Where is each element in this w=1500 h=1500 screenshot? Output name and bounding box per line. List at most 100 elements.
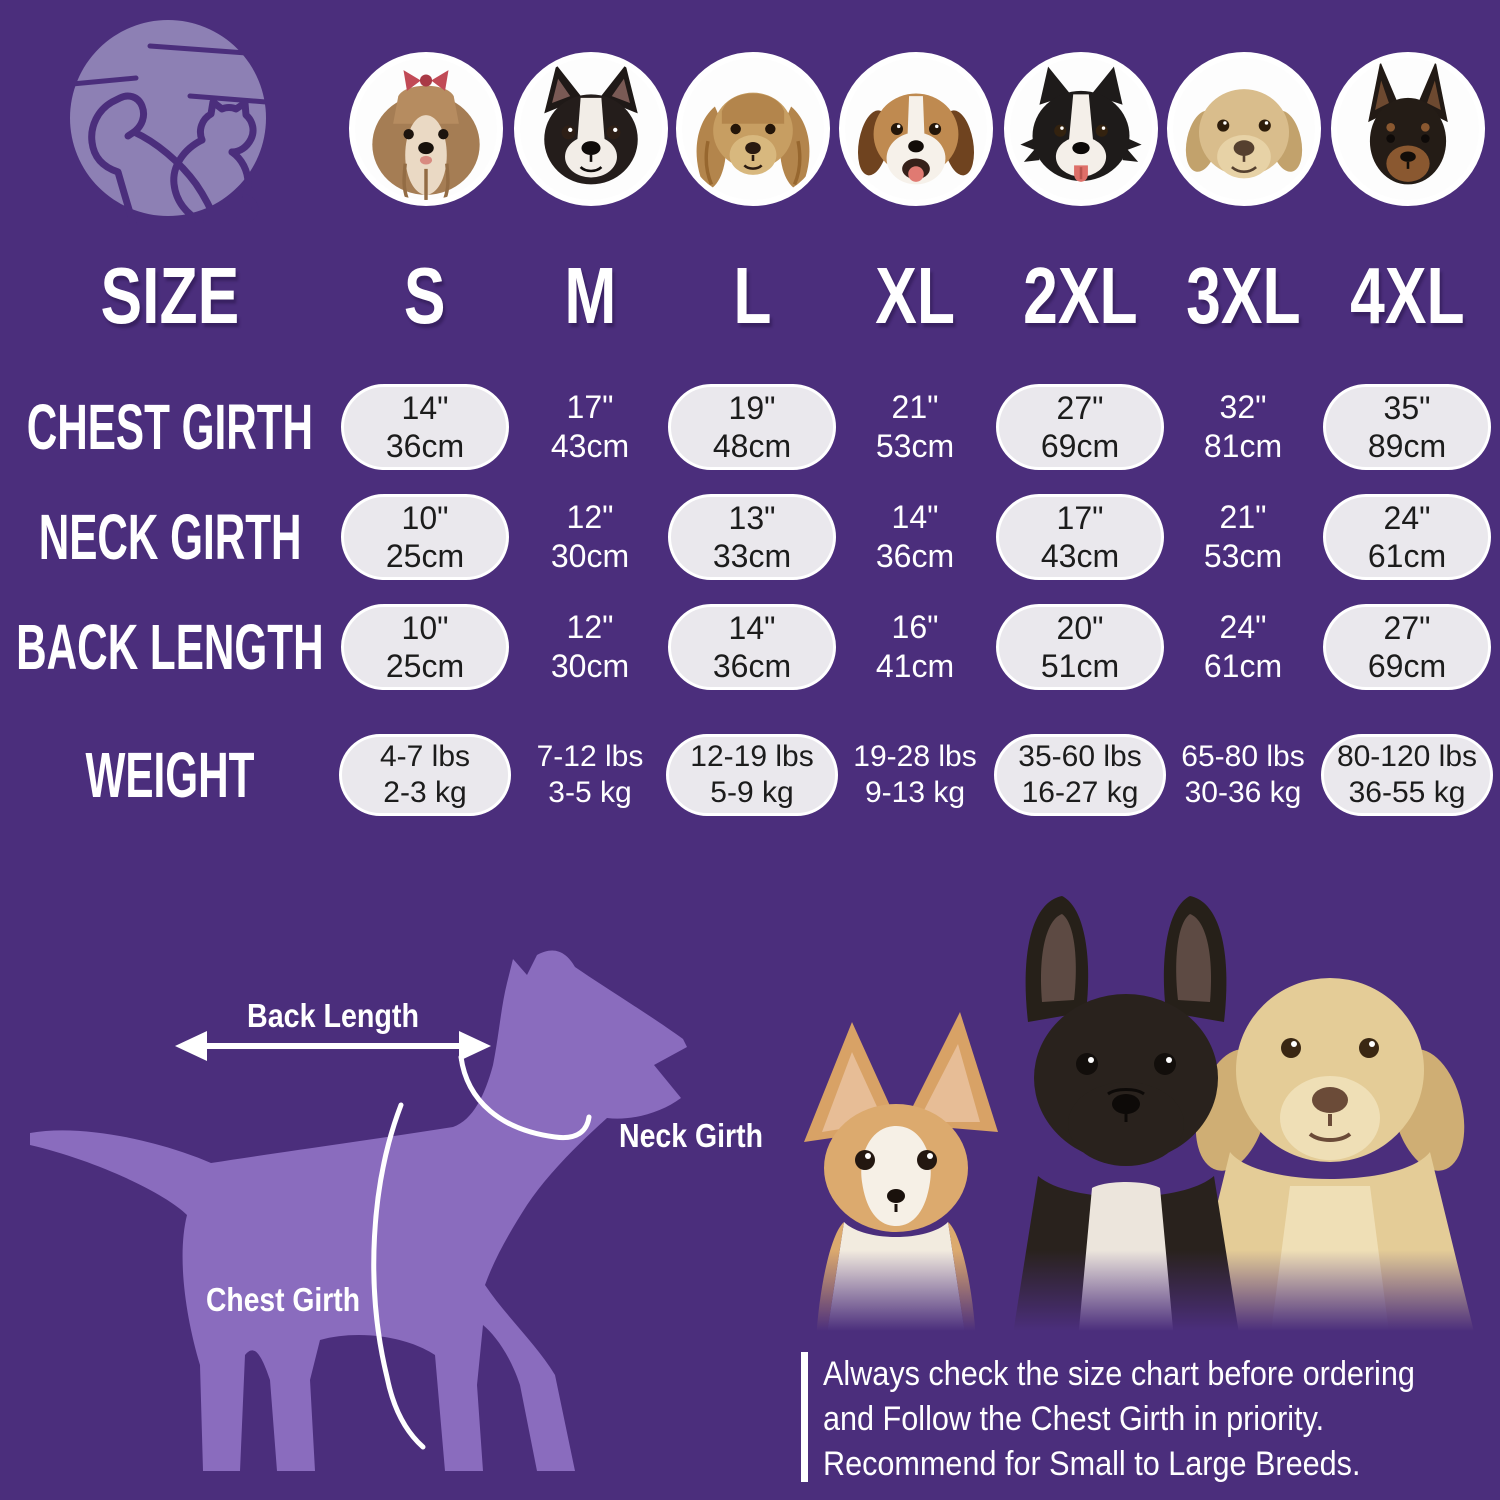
value-pill: 24" 61cm (1323, 494, 1491, 580)
cell-chest-2xl: 27" 69cm (980, 381, 1180, 473)
cell-weight-2xl: 35-60 lbs 16-27 kg (980, 729, 1180, 821)
value-inches: 14" (728, 610, 776, 646)
value-pill: 4-7 lbs 2-3 kg (339, 734, 511, 816)
value-cm: 33cm (712, 538, 792, 574)
value-pill: 19" 48cm (668, 384, 836, 470)
size-xl-label: XL (875, 251, 955, 340)
value-lbs: 4-7 lbs (379, 740, 471, 773)
diagram-chest-girth-label: Chest Girth (206, 1281, 360, 1318)
size-header-3xl: 3XL (1143, 248, 1343, 344)
size-header-xl: XL (815, 248, 1015, 344)
cell-back-l: 14" 36cm (652, 601, 852, 693)
cell-weight-m: 7-12 lbs 3-5 kg (490, 729, 690, 821)
chest-girth-line (371, 1102, 426, 1450)
labrador-icon (1185, 89, 1303, 179)
value-inches: 13" (728, 500, 776, 536)
value-kg: 16-27 kg (1021, 776, 1139, 809)
value-plain: 21" 53cm (876, 388, 954, 466)
brand-logo (62, 14, 274, 230)
row-label-back-length: BACK LENGTH (12, 601, 328, 693)
value-cm: 25cm (385, 538, 465, 574)
size-header-2xl: 2XL (980, 248, 1180, 344)
size-s-label: S (404, 251, 446, 340)
value-cm: 89cm (1367, 428, 1447, 464)
value-pill: 14" 36cm (341, 384, 509, 470)
weight-label: WEIGHT (85, 739, 255, 811)
value-inches: 24" (1219, 609, 1267, 645)
value-inches: 21" (891, 389, 939, 425)
value-lbs: 80-120 lbs (1336, 740, 1478, 773)
value-plain: 65-80 lbs 30-36 kg (1181, 739, 1304, 811)
cell-weight-3xl: 65-80 lbs 30-36 kg (1143, 729, 1343, 821)
value-lbs: 19-28 lbs (853, 740, 977, 773)
size-header-s: S (325, 248, 525, 344)
cell-neck-xl: 14" 36cm (815, 491, 1015, 583)
value-inches: 10" (401, 500, 449, 536)
value-plain: 12" 30cm (551, 608, 629, 686)
value-plain: 17" 43cm (551, 388, 629, 466)
value-inches: 27" (1056, 390, 1104, 426)
breed-photo-shih-tzu (349, 52, 503, 206)
value-pill: 80-120 lbs 36-55 kg (1321, 734, 1493, 816)
neck-girth-label: NECK GIRTH (38, 501, 302, 573)
doberman-icon (1368, 61, 1448, 185)
row-label-neck-girth: NECK GIRTH (12, 491, 328, 583)
cell-neck-l: 13" 33cm (652, 491, 852, 583)
size-4xl-label: 4XL (1349, 251, 1465, 340)
value-inches: 14" (891, 499, 939, 535)
row-label-chest-girth: CHEST GIRTH (12, 381, 328, 473)
chest-girth-label: CHEST GIRTH (26, 391, 314, 463)
boston-terrier-icon (544, 64, 638, 185)
cell-neck-s: 10" 25cm (325, 491, 525, 583)
note-text: Always check the size chart before order… (823, 1352, 1453, 1487)
value-cm: 48cm (712, 428, 792, 464)
border-collie-icon (1020, 66, 1142, 182)
value-cm: 69cm (1040, 428, 1120, 464)
value-cm: 61cm (1367, 538, 1447, 574)
size-header-l: L (652, 248, 852, 344)
size-column-header: SIZE (70, 248, 270, 344)
value-cm: 61cm (1203, 648, 1283, 684)
cell-neck-2xl: 17" 43cm (980, 491, 1180, 583)
size-header-label: SIZE (100, 251, 240, 340)
cell-back-2xl: 20" 51cm (980, 601, 1180, 693)
row-label-weight: WEIGHT (12, 729, 328, 821)
value-inches: 17" (566, 389, 614, 425)
breed-photo-beagle (839, 52, 993, 206)
cell-chest-3xl: 32" 81cm (1143, 381, 1343, 473)
value-cm: 43cm (1040, 538, 1120, 574)
diagram-back-length-label: Back Length (247, 997, 419, 1034)
size-3xl-label: 3XL (1185, 251, 1301, 340)
value-pill: 17" 43cm (996, 494, 1164, 580)
value-inches: 20" (1056, 610, 1104, 646)
value-pill: 20" 51cm (996, 604, 1164, 690)
note-line-3: Recommend for Small to Large Breeds. (823, 1445, 1361, 1483)
value-cm: 25cm (385, 648, 465, 684)
value-plain: 12" 30cm (551, 498, 629, 576)
cell-neck-4xl: 24" 61cm (1307, 491, 1500, 583)
value-lbs: 35-60 lbs (1018, 740, 1142, 773)
value-plain: 21" 53cm (1204, 498, 1282, 576)
cell-weight-l: 12-19 lbs 5-9 kg (652, 729, 852, 821)
cell-back-s: 10" 25cm (325, 601, 525, 693)
size-m-label: M (564, 251, 616, 340)
value-plain: 32" 81cm (1204, 388, 1282, 466)
cell-weight-xl: 19-28 lbs 9-13 kg (815, 729, 1015, 821)
value-cm: 43cm (550, 428, 630, 464)
breed-photo-cocker-spaniel (676, 52, 830, 206)
value-plain: 24" 61cm (1204, 608, 1282, 686)
value-pill: 10" 25cm (341, 494, 509, 580)
value-inches: 17" (1056, 500, 1104, 536)
cell-chest-4xl: 35" 89cm (1307, 381, 1500, 473)
value-inches: 12" (566, 609, 614, 645)
value-pill: 12-19 lbs 5-9 kg (666, 734, 838, 816)
note-line-2: and Follow the Chest Girth in priority. (823, 1400, 1325, 1438)
size-header-m: M (490, 248, 690, 344)
value-cm: 53cm (875, 428, 955, 464)
value-kg: 2-3 kg (383, 776, 467, 809)
value-pill: 35-60 lbs 16-27 kg (994, 734, 1166, 816)
cell-chest-l: 19" 48cm (652, 381, 852, 473)
size-header-4xl: 4XL (1307, 248, 1500, 344)
shih-tzu-icon (372, 70, 480, 200)
